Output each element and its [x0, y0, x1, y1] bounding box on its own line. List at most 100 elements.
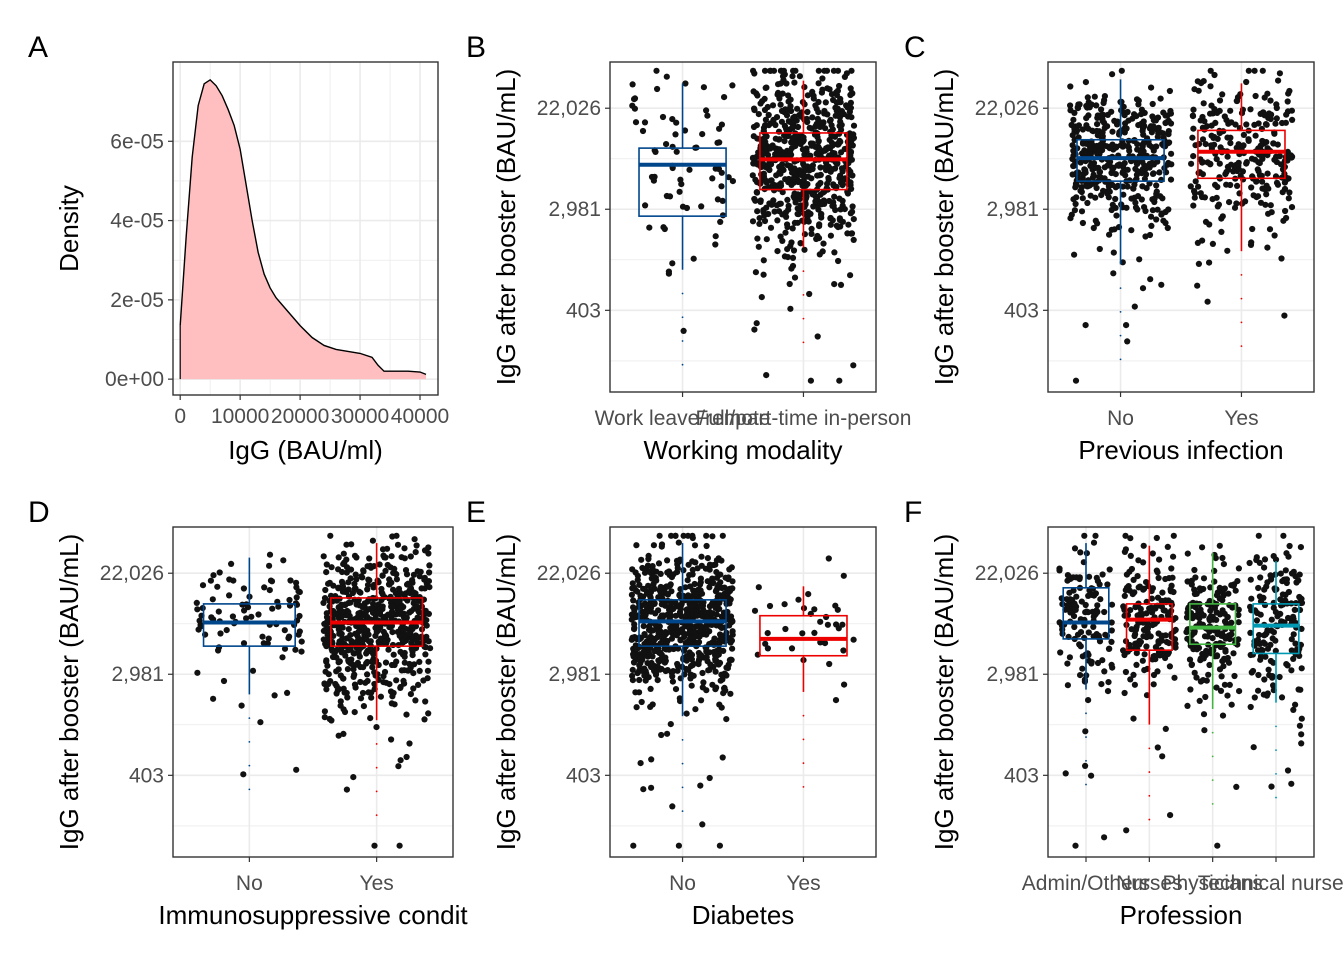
data-point: [320, 599, 327, 607]
data-point: [1296, 722, 1303, 729]
data-point: [1071, 545, 1079, 552]
data-point: [718, 183, 725, 190]
data-point: [850, 236, 857, 243]
data-point: [1222, 648, 1229, 655]
data-point: [765, 111, 772, 119]
data-point: [1067, 83, 1074, 90]
data-point: [1206, 259, 1213, 266]
data-point: [1286, 542, 1293, 550]
data-point: [1101, 834, 1108, 841]
data-point: [1144, 625, 1151, 632]
data-point: [641, 665, 648, 672]
data-point: [1261, 676, 1268, 683]
data-point: [1108, 226, 1115, 233]
data-point: [1224, 247, 1231, 254]
data-point: [350, 666, 357, 673]
data-point: [664, 569, 671, 576]
data-point: [764, 630, 771, 637]
data-point: [1285, 588, 1292, 596]
data-point: [355, 628, 362, 635]
data-point: [1231, 581, 1238, 588]
data-point: [719, 636, 726, 643]
data-point: [1093, 184, 1100, 192]
data-point: [649, 566, 656, 573]
data-point: [355, 610, 362, 617]
data-point: [680, 655, 687, 662]
data-point: [1251, 694, 1258, 701]
data-point: [781, 601, 788, 608]
data-point: [323, 641, 330, 648]
data-point: [1219, 554, 1226, 562]
data-point: [1217, 643, 1224, 651]
data-point: [794, 191, 802, 198]
data-point: [1282, 207, 1289, 215]
data-point: [255, 611, 262, 618]
data-point: [822, 125, 829, 132]
data-point: [1248, 184, 1255, 191]
data-point: [421, 716, 428, 723]
data-point: [837, 95, 844, 102]
data-point: [788, 265, 795, 272]
data-point: [697, 782, 704, 789]
data-point: [648, 575, 655, 582]
data-point: [1219, 213, 1226, 220]
data-point: [1062, 770, 1069, 777]
data-point: [360, 567, 367, 574]
data-point: [707, 661, 714, 668]
data-point: [215, 608, 222, 615]
data-point: [754, 92, 761, 99]
data-point: [385, 646, 392, 653]
data-point: [1250, 744, 1257, 751]
data-point: [275, 603, 282, 610]
data-point: [1139, 183, 1146, 190]
data-point: [1155, 640, 1162, 647]
data-point: [1243, 78, 1250, 86]
data-point: [722, 687, 729, 694]
data-point: [802, 211, 810, 218]
data-point: [698, 697, 705, 704]
data-point: [1122, 532, 1129, 539]
data-point: [773, 202, 781, 209]
data-point: [1168, 565, 1175, 572]
data-point: [374, 577, 381, 584]
data-point: [1154, 206, 1161, 213]
data-point: [414, 614, 421, 621]
data-point: [339, 588, 346, 595]
data-point: [850, 636, 857, 643]
y-tick-label: 2,981: [986, 663, 1039, 686]
y-axis-title: IgG after booster (BAU/mL): [54, 534, 84, 850]
data-point: [814, 115, 821, 122]
data-point: [692, 633, 699, 640]
data-point: [799, 630, 806, 637]
data-point: [674, 565, 681, 572]
panel-a: A 0 10000 20000 30000 40000 0e+00 2e-05 4e-05 6e-…: [28, 31, 449, 465]
data-point: [785, 118, 792, 125]
data-point: [703, 654, 710, 661]
data-point: [711, 635, 718, 642]
panel-b: B 403 2,981 22,026 Work leave/remoteFull/par…: [466, 31, 911, 465]
data-point: [1218, 228, 1225, 235]
data-point: [1243, 160, 1250, 167]
data-point: [1164, 224, 1171, 232]
data-point: [208, 614, 215, 621]
data-point: [1142, 233, 1149, 240]
data-point: [801, 203, 808, 210]
data-point: [1207, 607, 1214, 614]
data-point: [658, 731, 665, 739]
data-point: [1214, 652, 1221, 659]
data-point: [396, 610, 403, 618]
data-point: [629, 666, 636, 674]
box-4: [1252, 561, 1300, 799]
data-point: [817, 618, 824, 625]
data-point: [426, 584, 433, 591]
data-point: [1272, 120, 1279, 127]
data-point: [1159, 195, 1166, 202]
data-point: [664, 730, 671, 737]
data-point: [1298, 731, 1305, 738]
data-point: [1074, 104, 1081, 111]
data-point: [754, 208, 761, 215]
data-point: [298, 638, 305, 645]
data-point: [842, 163, 849, 170]
x-tick-label: No: [236, 872, 263, 895]
data-point: [1184, 550, 1191, 557]
